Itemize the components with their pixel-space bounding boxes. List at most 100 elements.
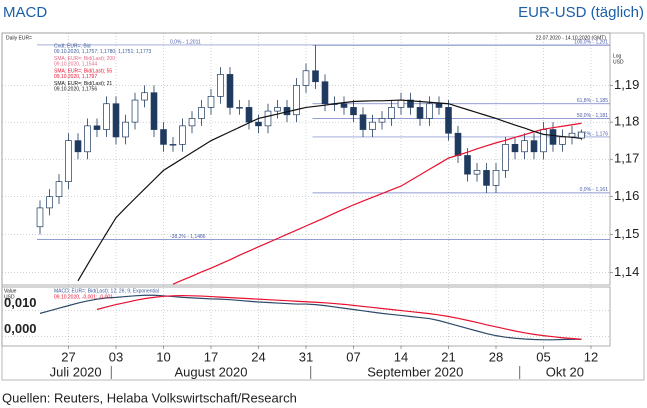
- date-range: 22.07.2020 - 14.10.2020 (GMT): [536, 35, 607, 41]
- source-note: Quellen: Reuters, Helaba Volkswirtschaft…: [2, 390, 297, 405]
- legend-detail: 09.10.2020, 1,1756: [54, 86, 97, 92]
- macd-tick-label: 0,000: [4, 321, 37, 336]
- fib-label: 61,8% - 1,185: [577, 98, 608, 104]
- sma-line: [172, 122, 582, 285]
- candle-body: [435, 103, 443, 108]
- candle-body: [321, 81, 329, 105]
- candle-body: [511, 144, 519, 153]
- candle-body: [122, 121, 129, 138]
- candle-body: [55, 181, 63, 197]
- candle-body: [302, 70, 310, 86]
- candle-body: [198, 107, 205, 119]
- candle-body: [445, 107, 452, 134]
- y-tick-label: 1,15: [614, 226, 639, 241]
- candle-body: [464, 155, 471, 175]
- legend-entry: SMA; EUR=; Bid(Last); 21: [54, 81, 112, 87]
- candle-body: [65, 140, 72, 182]
- fib-label: 100,0% - 1,201: [574, 40, 608, 46]
- candle-body: [397, 99, 405, 108]
- chart-subtitle: EUR-USD (täglich): [518, 4, 644, 21]
- chart-title: MACD: [3, 4, 47, 21]
- candle-body: [74, 140, 82, 153]
- macd-line: [96, 294, 582, 340]
- candle-body: [93, 125, 101, 130]
- candle-body: [36, 207, 44, 228]
- candle-body: [559, 136, 566, 145]
- candle-body: [473, 170, 481, 175]
- x-tick-label: 31: [299, 349, 313, 364]
- candle-body: [150, 92, 158, 130]
- candle-body: [407, 99, 414, 108]
- candle-body: [568, 132, 576, 138]
- candle-body: [179, 125, 186, 145]
- month-label: August 2020: [174, 364, 247, 379]
- x-tick-label: 03: [109, 349, 123, 364]
- candle-body: [540, 129, 547, 153]
- y-tick-label: 1,17: [614, 151, 639, 166]
- candle-body: [84, 125, 91, 153]
- fib-label: 0,0% - 1,2011: [170, 39, 201, 45]
- candle-body: [245, 107, 253, 123]
- legend-entry: Cndl; EUR=, Bid: [54, 43, 91, 49]
- candle-body: [359, 114, 367, 130]
- y-unit-label: Log: [613, 53, 622, 59]
- x-tick-label: 12: [584, 349, 598, 364]
- candle-body: [312, 70, 319, 83]
- candle-body: [188, 118, 196, 127]
- legend-entry: SMA; EUR=; Bid(Last); 200: [54, 56, 115, 62]
- candle-body: [454, 132, 462, 156]
- month-label: Juli 2020: [50, 364, 102, 379]
- x-tick-label: 21: [441, 349, 455, 364]
- x-tick-label: 27: [61, 349, 75, 364]
- x-tick-label: 05: [536, 349, 550, 364]
- candle-body: [264, 110, 272, 127]
- candle-body: [112, 103, 120, 138]
- macd-tick-label: 0,010: [4, 295, 37, 310]
- candle-body: [369, 121, 376, 130]
- legend-detail: 09.10.2020, -0,001; -0,001: [54, 294, 113, 300]
- candle-body: [578, 131, 585, 139]
- sma-line: [77, 99, 582, 282]
- x-tick-label: 24: [251, 349, 265, 364]
- candle-body: [169, 144, 177, 146]
- candle-body: [350, 107, 357, 116]
- y-tick-label: 1,18: [614, 114, 639, 129]
- month-label: Okt 20: [546, 364, 584, 379]
- legend-detail: 09.10.2020, 1,1544: [54, 61, 97, 67]
- candle-body: [483, 170, 490, 186]
- macd-unit-label: USD: [4, 294, 15, 300]
- candle-body: [226, 74, 234, 108]
- y-unit-label: USD: [613, 59, 624, 65]
- candle-body: [131, 99, 139, 123]
- x-tick-label: 10: [156, 349, 170, 364]
- candle-body: [274, 107, 281, 112]
- candle-body: [426, 103, 433, 119]
- candle-body: [293, 85, 300, 116]
- candle-body: [160, 129, 167, 145]
- candle-body: [103, 103, 110, 130]
- fib-label: 50,0% - 1,181: [577, 113, 608, 119]
- x-tick-label: 14: [394, 349, 408, 364]
- panel-label: Daily EUR=: [6, 35, 32, 41]
- candle-body: [492, 170, 500, 186]
- candle-body: [255, 121, 262, 127]
- legend-entry: MACD; EUR=; Bid(Last); 12; 26; 9; Expone…: [54, 288, 159, 294]
- candle-body: [521, 140, 528, 153]
- x-tick-label: 28: [489, 349, 503, 364]
- candle-body: [207, 96, 215, 108]
- candle-body: [217, 74, 224, 97]
- candle-body: [416, 107, 424, 119]
- y-tick-label: 1,19: [614, 77, 639, 92]
- candle-body: [549, 129, 557, 145]
- x-tick-label: 17: [204, 349, 218, 364]
- y-tick-label: 1,16: [614, 188, 639, 203]
- legend-entry: SMA; EUR=; Bid(Last); 55: [54, 68, 112, 74]
- month-label: September 2020: [367, 364, 463, 379]
- fib-label: 0,0% - 1,161: [580, 187, 609, 193]
- y-tick-label: 1,14: [614, 264, 639, 279]
- candle-body: [530, 140, 538, 153]
- legend-detail: 09.10.2020, 1,1797: [54, 74, 97, 80]
- candle-body: [46, 196, 53, 209]
- candle-body: [236, 107, 243, 109]
